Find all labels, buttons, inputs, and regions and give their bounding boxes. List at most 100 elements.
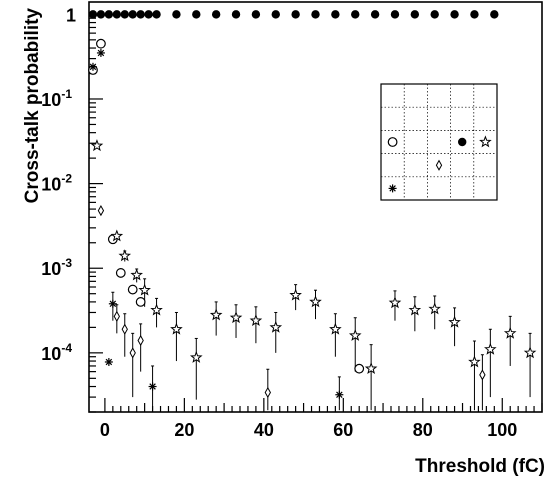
open-circle-point — [96, 38, 106, 49]
marker-shape — [120, 10, 129, 19]
filled-circle-point — [430, 10, 439, 19]
marker-shape — [309, 295, 322, 308]
marker-shape — [351, 10, 360, 19]
marker-shape — [231, 10, 241, 19]
marker-shape — [430, 10, 439, 19]
marker-shape — [144, 10, 153, 19]
filled-circle-point — [96, 10, 106, 19]
filled-circle-point — [331, 10, 340, 19]
marker-shape — [468, 355, 481, 368]
filled-circle-point — [104, 10, 114, 19]
filled-circle-point — [470, 10, 479, 19]
marker-shape — [138, 283, 151, 296]
filled-circle-point — [172, 10, 181, 19]
marker-shape — [354, 363, 365, 374]
star-point — [468, 355, 481, 368]
star-point — [130, 268, 143, 281]
marker-shape — [135, 297, 146, 307]
star-point — [170, 322, 183, 335]
star-point — [348, 328, 362, 341]
marker-shape — [110, 229, 124, 242]
legend-diamond-marker — [435, 159, 443, 171]
marker-shape — [170, 322, 183, 335]
marker-shape — [172, 10, 181, 19]
x-tick-label: 0 — [100, 420, 110, 440]
open-circle-point — [127, 284, 138, 295]
diamond-point — [129, 347, 136, 359]
marker-shape — [150, 303, 163, 316]
star-point — [364, 362, 378, 375]
star-point — [249, 314, 263, 327]
filled-circle-point — [311, 10, 320, 19]
marker-shape — [112, 10, 122, 19]
asterisk-point — [104, 357, 113, 366]
y-tick-label: 1 — [66, 5, 76, 25]
marker-shape — [311, 10, 320, 19]
star-point — [408, 303, 422, 316]
star-point — [289, 288, 302, 301]
marker-shape — [264, 386, 271, 399]
asterisk-point — [88, 62, 97, 71]
star-point — [503, 326, 517, 339]
marker-shape — [130, 268, 143, 281]
marker-shape — [192, 10, 201, 19]
y-tick-label: 10-3 — [41, 256, 72, 279]
diamond-point — [121, 323, 128, 335]
marker-shape — [490, 10, 499, 19]
filled-circle-point — [351, 10, 360, 19]
filled-circle-point — [410, 10, 420, 19]
marker-stroke — [89, 63, 97, 71]
marker-shape — [90, 139, 104, 152]
asterisk-point — [96, 48, 105, 57]
x-tick-label: 40 — [254, 420, 274, 440]
marker-shape — [113, 310, 120, 322]
marker-shape — [428, 302, 442, 315]
star-point — [118, 249, 132, 262]
marker-shape — [152, 10, 161, 19]
marker-stroke — [97, 49, 105, 57]
x-tick-label: 100 — [487, 420, 517, 440]
filled-circle-point — [144, 10, 153, 19]
filled-circle-point — [120, 10, 129, 19]
marker-shape — [118, 249, 132, 262]
marker-shape — [484, 342, 497, 355]
marker-shape — [348, 328, 362, 341]
filled-circle-point — [112, 10, 122, 19]
filled-circle-point — [211, 10, 221, 19]
marker-shape — [251, 10, 261, 19]
marker-shape — [458, 137, 467, 147]
marker-shape — [450, 10, 459, 19]
x-tick-label: 80 — [413, 420, 433, 440]
marker-shape — [448, 315, 461, 328]
open-circle-point — [354, 363, 365, 374]
marker-shape — [137, 334, 144, 347]
marker-shape — [189, 350, 203, 363]
legend-star-marker — [479, 135, 492, 148]
diamond-point — [264, 386, 271, 399]
marker-shape — [96, 10, 106, 19]
marker-shape — [128, 10, 137, 19]
filled-circle-point — [192, 10, 201, 19]
star-point — [329, 322, 342, 335]
star-point — [269, 320, 283, 333]
marker-shape — [271, 10, 280, 19]
marker-shape — [523, 346, 537, 359]
filled-circle-point — [136, 10, 145, 19]
open-circle-point — [135, 297, 146, 307]
marker-shape — [129, 347, 136, 359]
marker-shape — [408, 303, 422, 316]
marker-shape — [387, 137, 398, 147]
marker-stroke — [105, 358, 113, 366]
star-point — [110, 229, 124, 242]
marker-shape — [127, 284, 138, 295]
marker-shape — [121, 323, 128, 335]
marker-shape — [104, 10, 114, 19]
marker-stroke — [336, 391, 343, 398]
marker-shape — [435, 159, 443, 171]
marker-stroke — [149, 383, 156, 390]
star-point — [523, 346, 537, 359]
filled-circle-point — [251, 10, 261, 19]
marker-shape — [88, 10, 98, 19]
marker-shape — [364, 362, 378, 375]
